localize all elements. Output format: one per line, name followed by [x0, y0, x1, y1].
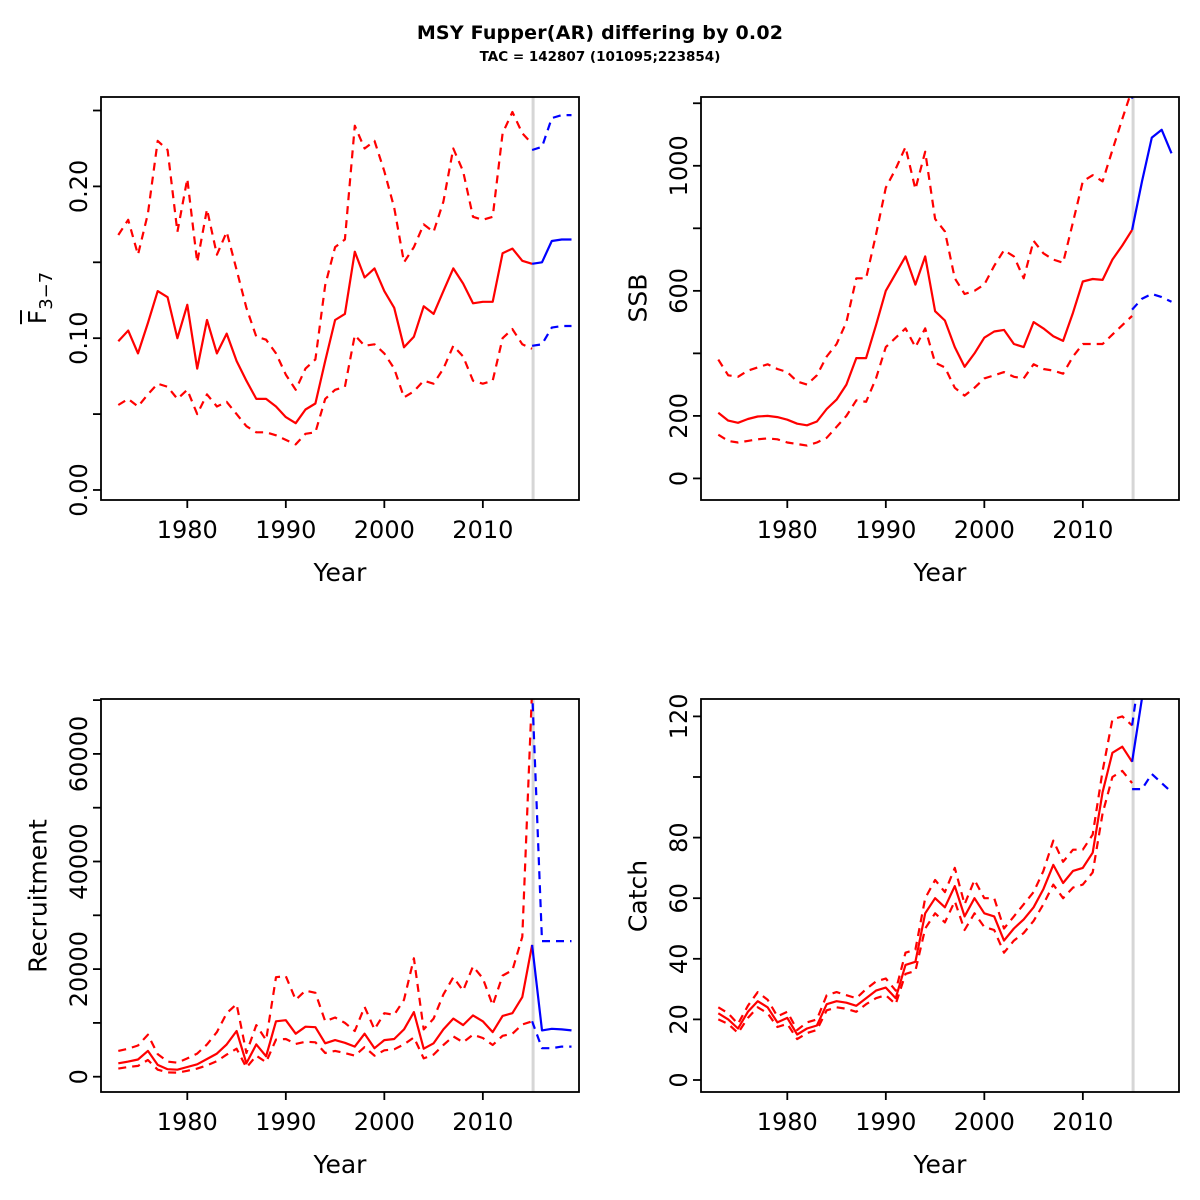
fbar-subscript: 3−7: [36, 271, 57, 310]
y-tick-label-catch: 60: [665, 883, 693, 914]
series-ssb-upper-ci: [717, 97, 1131, 386]
series-ssb-median: [717, 229, 1134, 427]
series-recruitment-proj-median: [531, 944, 572, 1032]
series-catch-lower-ci: [717, 769, 1133, 1041]
y-tick-label-fbar: 0.10: [65, 311, 93, 364]
x-axis-title-fbar: Year: [313, 558, 367, 587]
series-ssb-proj-upper-ci: [1131, 97, 1134, 99]
x-tick-label-recruitment: 2010: [452, 1108, 513, 1136]
series-catch-median: [717, 745, 1134, 1036]
plot-frame-recruitment: [100, 698, 580, 1093]
y-tick-label-catch: 120: [665, 693, 693, 739]
series-catch-proj-median: [1131, 699, 1143, 762]
y-axis-title-catch: Catch: [623, 859, 653, 933]
y-tick-label-fbar: 0.00: [65, 463, 93, 516]
series-recruitment-median: [118, 944, 534, 1071]
x-tick-label-catch: 2000: [954, 1108, 1015, 1136]
y-tick-label-fbar: 0.20: [65, 160, 93, 213]
x-axis-title-ssb: Year: [913, 558, 967, 587]
series-fbar-median: [117, 247, 533, 425]
x-tick-label-catch: 1990: [855, 1108, 916, 1136]
x-tick-label-fbar: 1980: [157, 516, 218, 544]
series-fbar-proj-lower-ci: [531, 324, 572, 347]
series-catch-proj-lower-ci: [1132, 772, 1173, 793]
x-tick-label-recruitment: 2000: [354, 1108, 415, 1136]
x-tick-label-recruitment: 1990: [255, 1108, 316, 1136]
y-tick-label-ssb: 0: [665, 471, 693, 486]
y-tick-label-recruitment: 20000: [65, 931, 93, 1007]
figure-title: MSY Fupper(AR) differing by 0.02: [416, 22, 784, 44]
x-tick-label-fbar: 2010: [452, 516, 513, 544]
y-tick-label-catch: 20: [665, 1004, 693, 1035]
series-catch-upper-ci: [717, 715, 1133, 1032]
series-ssb-lower-ci: [717, 315, 1133, 447]
series-fbar-lower-ci: [117, 328, 533, 446]
series-fbar-proj-median: [531, 238, 572, 265]
y-tick-label-catch: 80: [665, 822, 693, 853]
y-axis-title-fbar: F3−7: [20, 271, 57, 325]
series-catch-proj-upper-ci: [1131, 699, 1137, 726]
y-tick-label-ssb: 1000: [665, 135, 693, 196]
x-axis-title-catch: Year: [913, 1150, 967, 1179]
series-fbar-upper-ci: [117, 110, 533, 391]
x-tick-label-catch: 1980: [757, 1108, 818, 1136]
y-tick-label-recruitment: 0: [65, 1069, 93, 1084]
series-recruitment-upper-ci: [118, 699, 533, 1064]
series-ssb-proj-median: [1131, 128, 1173, 231]
y-tick-label-recruitment: 40000: [65, 823, 93, 899]
series-recruitment-proj-upper-ci: [531, 699, 572, 943]
x-tick-label-ssb: 1980: [757, 516, 818, 544]
x-tick-label-fbar: 1990: [255, 516, 316, 544]
y-axis-title-recruitment: Recruitment: [23, 819, 53, 973]
x-tick-label-catch: 2010: [1052, 1108, 1113, 1136]
y-axis-title-ssb: SSB: [623, 273, 653, 323]
plot-frame-catch: [700, 698, 1180, 1093]
series-recruitment-lower-ci: [118, 1020, 533, 1074]
x-tick-label-ssb: 2000: [954, 516, 1015, 544]
y-tick-label-recruitment: 60000: [65, 716, 93, 792]
x-tick-label-fbar: 2000: [354, 516, 415, 544]
y-tick-label-catch: 0: [665, 1072, 693, 1087]
series-recruitment-proj-lower-ci: [531, 1020, 572, 1050]
x-tick-label-ssb: 1990: [855, 516, 916, 544]
series-ssb-proj-lower-ci: [1131, 292, 1172, 311]
x-axis-title-recruitment: Year: [313, 1150, 367, 1179]
y-tick-label-ssb: 600: [665, 268, 693, 314]
plot-frame-fbar: [100, 96, 580, 501]
x-tick-label-recruitment: 1980: [157, 1108, 218, 1136]
y-tick-label-ssb: 200: [665, 393, 693, 439]
fbar-symbol: F: [20, 309, 52, 325]
figure-subtitle: TAC = 142807 (101095;223854): [479, 49, 721, 65]
y-tick-label-catch: 40: [665, 944, 693, 975]
series-fbar-proj-upper-ci: [531, 114, 572, 152]
x-tick-label-ssb: 2010: [1052, 516, 1113, 544]
plot-frame-ssb: [700, 96, 1180, 501]
